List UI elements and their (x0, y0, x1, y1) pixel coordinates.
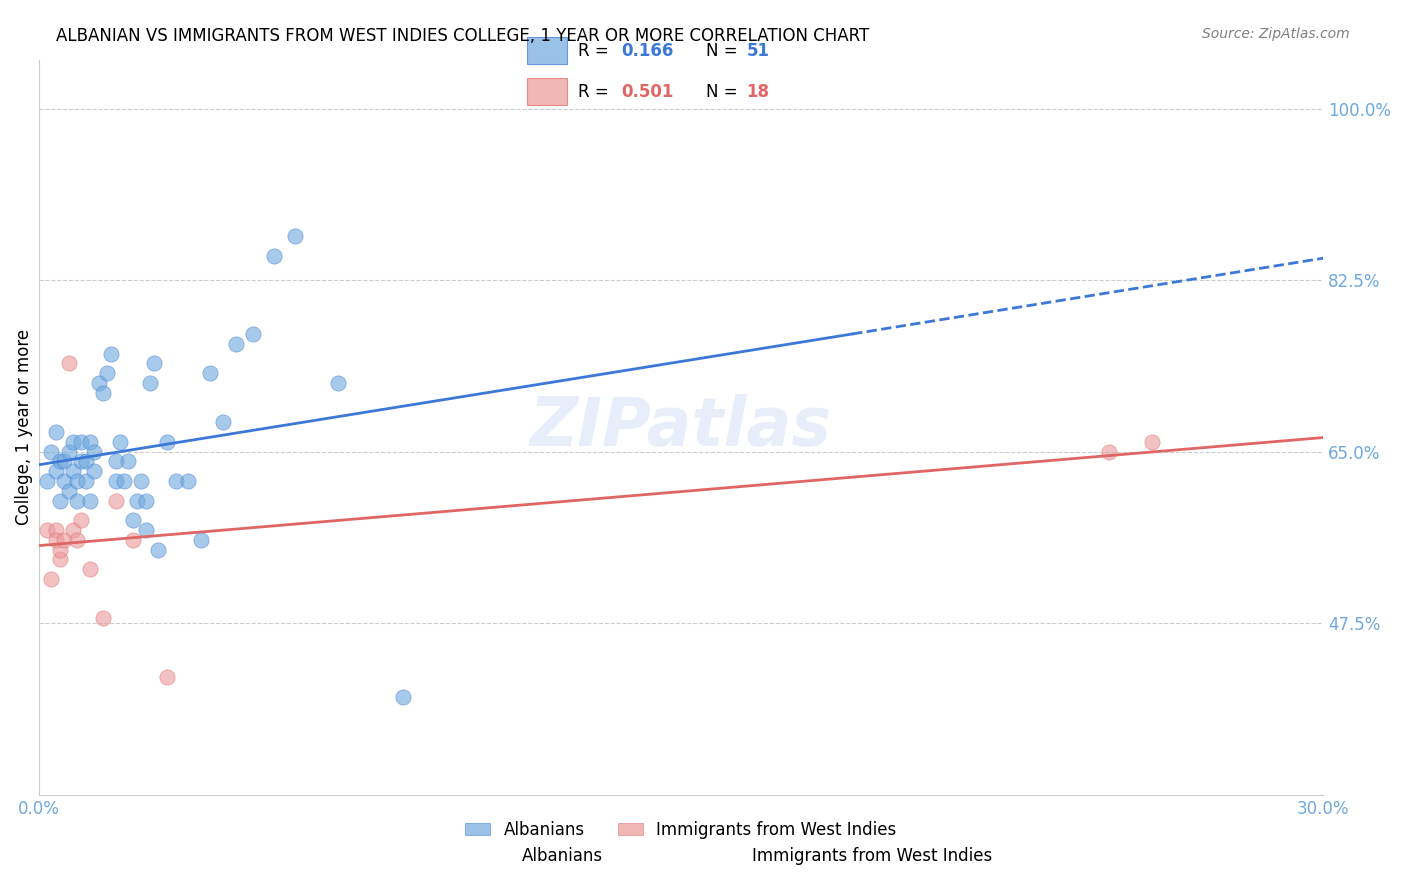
Albanians (83, 444, 105, 458)
Albanians (53, 474, 76, 488)
Albanians (45, 425, 67, 439)
Albanians (75, 474, 97, 488)
Albanians (139, 376, 162, 390)
Albanians (58, 483, 80, 498)
Albanians (143, 356, 166, 370)
Albanians (148, 542, 170, 557)
Albanians (190, 533, 212, 547)
Albanians (121, 513, 143, 527)
Albanians (87, 376, 110, 390)
Bar (527, 78, 568, 105)
Immigrants from West Indies (45, 533, 67, 547)
Albanians (131, 474, 153, 488)
Albanians (108, 434, 131, 449)
Albanians (91, 385, 114, 400)
Albanians (242, 326, 264, 341)
Text: 0.501: 0.501 (621, 83, 673, 101)
Albanians (70, 454, 93, 468)
Albanians (41, 444, 63, 458)
Immigrants from West Indies (1098, 444, 1121, 458)
Text: Source: ZipAtlas.com: Source: ZipAtlas.com (1202, 27, 1350, 41)
Text: 0.166: 0.166 (621, 42, 673, 60)
Albanians (177, 474, 200, 488)
Albanians (211, 415, 233, 429)
Immigrants from West Indies (53, 533, 76, 547)
Albanians (62, 434, 84, 449)
Albanians (135, 493, 157, 508)
Immigrants from West Indies (1140, 434, 1163, 449)
Text: ZIPatlas: ZIPatlas (530, 394, 832, 460)
Albanians (125, 493, 148, 508)
Text: N =: N = (706, 83, 742, 101)
Albanians (66, 474, 89, 488)
Immigrants from West Indies (104, 493, 127, 508)
Albanians (49, 493, 72, 508)
Albanians (284, 229, 307, 244)
Albanians (83, 464, 105, 478)
Albanians (96, 366, 118, 380)
Albanians (75, 454, 97, 468)
Text: 51: 51 (747, 42, 769, 60)
Albanians (165, 474, 187, 488)
Text: Immigrants from West Indies: Immigrants from West Indies (752, 847, 991, 865)
Albanians (391, 690, 413, 704)
Text: ALBANIAN VS IMMIGRANTS FROM WEST INDIES COLLEGE, 1 YEAR OR MORE CORRELATION CHAR: ALBANIAN VS IMMIGRANTS FROM WEST INDIES … (56, 27, 869, 45)
Albanians (104, 474, 127, 488)
Albanians (37, 474, 59, 488)
Immigrants from West Indies (91, 611, 114, 625)
Albanians (100, 346, 122, 360)
Text: Albanians: Albanians (522, 847, 603, 865)
Bar (527, 37, 568, 64)
Immigrants from West Indies (70, 513, 93, 527)
Immigrants from West Indies (156, 670, 179, 684)
Albanians (156, 434, 179, 449)
Text: N =: N = (706, 42, 742, 60)
Albanians (79, 493, 101, 508)
Albanians (49, 454, 72, 468)
Immigrants from West Indies (45, 523, 67, 537)
Albanians (62, 464, 84, 478)
Albanians (225, 336, 247, 351)
Immigrants from West Indies (49, 542, 72, 557)
Immigrants from West Indies (58, 356, 80, 370)
Albanians (112, 474, 135, 488)
Albanians (135, 523, 157, 537)
Immigrants from West Indies (66, 533, 89, 547)
Immigrants from West Indies (41, 572, 63, 586)
Y-axis label: College, 1 year or more: College, 1 year or more (15, 329, 32, 525)
Text: 18: 18 (747, 83, 769, 101)
Albanians (263, 249, 285, 263)
Albanians (79, 434, 101, 449)
Albanians (58, 444, 80, 458)
Albanians (53, 454, 76, 468)
Text: R =: R = (578, 42, 613, 60)
Immigrants from West Indies (62, 523, 84, 537)
Albanians (328, 376, 350, 390)
Albanians (198, 366, 221, 380)
Albanians (117, 454, 139, 468)
Immigrants from West Indies (49, 552, 72, 566)
Albanians (104, 454, 127, 468)
Immigrants from West Indies (121, 533, 143, 547)
Immigrants from West Indies (37, 523, 59, 537)
Albanians (45, 464, 67, 478)
Immigrants from West Indies (79, 562, 101, 576)
Albanians (66, 493, 89, 508)
Albanians (70, 434, 93, 449)
Legend: Albanians, Immigrants from West Indies: Albanians, Immigrants from West Indies (458, 814, 903, 846)
Text: R =: R = (578, 83, 613, 101)
